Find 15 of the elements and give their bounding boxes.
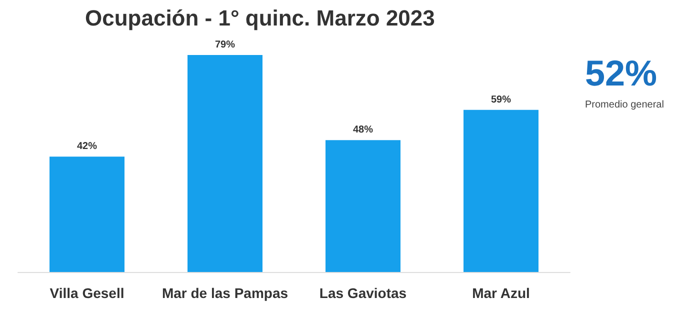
chart-title: Ocupación - 1° quinc. Marzo 2023 [85, 6, 435, 30]
text: Promedio general [585, 100, 664, 110]
data-label: 42% [76, 141, 98, 152]
data-label: 48% [352, 124, 374, 136]
bar [50, 156, 124, 272]
x-tick-label: Mar Azul [472, 285, 530, 301]
bar [326, 140, 400, 272]
x-tick-label: Mar de las Pampas [162, 285, 288, 301]
bar [464, 110, 538, 272]
data-label: 59% [490, 94, 512, 106]
x-tick-label: Las Gaviotas [319, 285, 407, 301]
text: 52% [585, 52, 658, 94]
data-label: 79% [214, 40, 236, 50]
bar [188, 55, 262, 272]
x-tick-label: Villa Gesell [50, 285, 124, 301]
